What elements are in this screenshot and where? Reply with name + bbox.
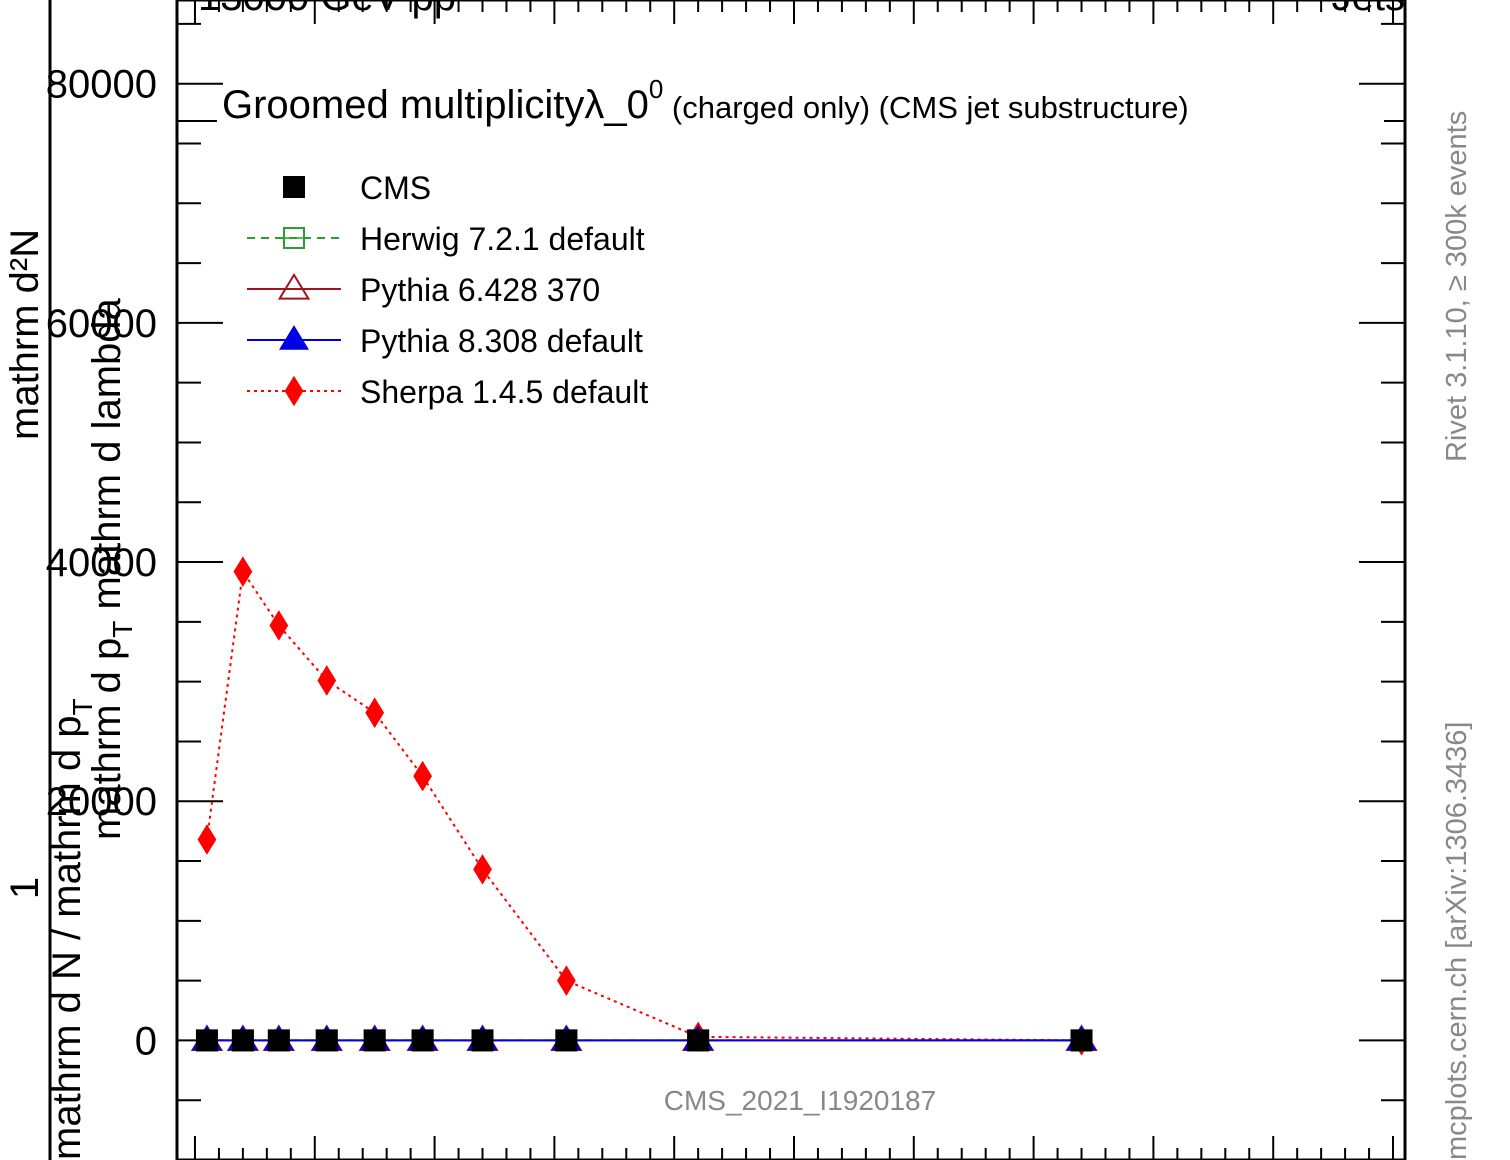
y-tick-label: 80000 (46, 63, 157, 107)
svg-text:mathrm d N / mathrm d pT: mathrm d N / mathrm d pT (45, 698, 98, 1160)
rivet-label: Rivet 3.1.10, ≥ 300k events (1441, 111, 1473, 462)
svg-text:Groomed multiplicityλ_00 (char: Groomed multiplicityλ_00 (charged only) … (222, 74, 1189, 127)
legend-marker (283, 176, 305, 198)
ylabel-den-full: mathrm d p (85, 638, 129, 840)
mcplots-label: mcplots.cern.ch [arXiv:1306.3436] (1441, 722, 1473, 1160)
title-main: Groomed multiplicityλ_0 (222, 83, 649, 127)
legend-label: CMS (360, 170, 431, 206)
plot-frame (175, 0, 1407, 1160)
data-point (687, 1029, 710, 1052)
y-tick-label: 20000 (46, 780, 157, 824)
data-point (195, 1029, 218, 1052)
legend-marker (279, 325, 309, 350)
title-sup: 0 (649, 74, 663, 104)
legend-item: Herwig 7.2.1 default (247, 221, 645, 257)
data-point (315, 1029, 338, 1052)
legend-label: Pythia 6.428 370 (360, 272, 600, 308)
ylabel-numerator-one: 1 (3, 877, 47, 899)
data-point (1070, 1029, 1093, 1052)
legend-marker (284, 375, 304, 407)
data-point (267, 1029, 290, 1052)
ylabel-den-sub2: T (107, 621, 138, 638)
y-tick-label: 60000 (46, 302, 157, 346)
data-point (231, 1029, 254, 1052)
y-axis-label: 1 mathrm d N / mathrm d pT mathrm d²N ma… (3, 0, 138, 1160)
y-tick-labels: 0 20000 40000 60000 80000 (46, 63, 157, 1064)
data-series (190, 556, 1098, 1056)
svg-text:mathrm d²N: mathrm d²N (3, 229, 47, 440)
legend-item: Sherpa 1.4.5 default (247, 374, 648, 410)
legend-item: Pythia 6.428 370 (247, 272, 600, 308)
data-point (363, 1029, 386, 1052)
series-line (205, 568, 1082, 1042)
legend-label: Herwig 7.2.1 default (360, 221, 645, 257)
series-cms (195, 1029, 1093, 1052)
plot-title: Groomed multiplicityλ_00 (charged only) … (177, 74, 1405, 127)
svg-text:mathrm d pT mathrm d lambda: mathrm d pT mathrm d lambda (85, 297, 138, 840)
legend: CMS Herwig 7.2.1 default Pythia 6.428 370 P… (247, 170, 648, 410)
y-tick-label: 40000 (46, 541, 157, 585)
legend-item: Pythia 8.308 default (247, 323, 643, 359)
data-point (233, 556, 253, 587)
title-small: (charged only) (CMS jet substructure) (663, 90, 1188, 125)
legend-label: Sherpa 1.4.5 default (360, 374, 648, 410)
analysis-id: CMS_2021_I1920187 (664, 1085, 936, 1116)
data-point (473, 854, 492, 885)
data-point (269, 610, 289, 641)
data-point (197, 824, 217, 855)
data-point (555, 1029, 578, 1052)
series-sherpa-1-4-5-default (197, 556, 1091, 1056)
header-left: 13000 GeV pp (198, 0, 456, 19)
data-point (365, 697, 385, 728)
ylabel-den-sub: T (67, 698, 98, 715)
legend-label: Pythia 8.308 default (360, 323, 643, 359)
data-point (556, 965, 576, 996)
ylabel-den-part1: mathrm d N / mathrm d p (45, 715, 89, 1160)
data-point (317, 665, 337, 696)
ylabel-den-tail: mathrm d lambda (85, 297, 129, 620)
y-tick-label: 0 (135, 1019, 157, 1063)
data-point (411, 1029, 434, 1052)
legend-marker (277, 272, 311, 300)
ylabel-numerator: mathrm d²N (3, 229, 47, 440)
data-point (471, 1029, 494, 1052)
legend-item: CMS (283, 170, 431, 206)
data-point (413, 760, 432, 792)
